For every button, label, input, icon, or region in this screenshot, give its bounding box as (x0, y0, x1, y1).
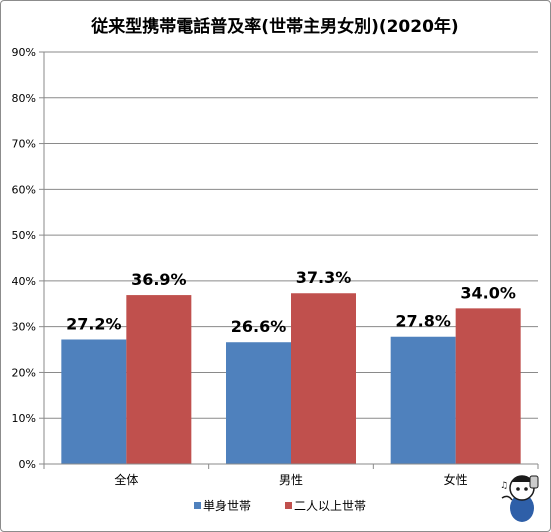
data-labels: 27.2% 36.9% 26.6% 37.3% 27.8% 34.0% (66, 268, 516, 336)
legend-swatch (194, 502, 201, 509)
bar (390, 336, 456, 464)
legend-swatch (285, 502, 292, 509)
data-label: 27.8% (395, 312, 451, 331)
x-tick-label: 男性 (279, 473, 303, 487)
y-tick-label: 60% (12, 183, 36, 196)
y-tick-label: 30% (12, 321, 36, 334)
y-axis-ticks: 0% 10% 20% 30% 40% 50% 60% 70% 80% 90% (12, 46, 36, 471)
x-tick-label: 全体 (114, 472, 138, 487)
y-tick-label: 50% (12, 229, 36, 242)
bar (455, 308, 521, 464)
data-label: 36.9% (131, 270, 187, 289)
data-label: 27.2% (66, 314, 122, 333)
y-tick-label: 10% (12, 412, 36, 425)
mascot-illustration-icon: ♫ (500, 475, 539, 522)
x-axis-ticks: 全体 男性 女性 (43, 463, 539, 487)
legend-label: 二人以上世帯 (294, 499, 366, 513)
bars (61, 293, 521, 464)
y-tick-label: 20% (12, 366, 36, 379)
bar (291, 293, 356, 464)
chart-title: 従来型携帯電話普及率(世帯主男女別)(2020年) (90, 16, 458, 37)
y-tick-label: 90% (12, 46, 36, 59)
bar (61, 339, 127, 464)
y-tick-label: 70% (12, 138, 36, 151)
y-tick-label: 80% (12, 92, 36, 105)
x-tick-label: 女性 (444, 472, 468, 487)
data-label: 34.0% (460, 283, 516, 302)
bar (126, 295, 192, 464)
legend-label: 単身世帯 (203, 498, 251, 513)
y-tick-label: 0% (19, 458, 36, 471)
data-label: 37.3% (296, 268, 352, 287)
y-tick-label: 40% (12, 275, 36, 288)
bar (226, 342, 291, 464)
svg-text:♫: ♫ (500, 481, 508, 491)
data-label: 26.6% (231, 317, 287, 336)
legend: 単身世帯 二人以上世帯 (194, 498, 366, 513)
